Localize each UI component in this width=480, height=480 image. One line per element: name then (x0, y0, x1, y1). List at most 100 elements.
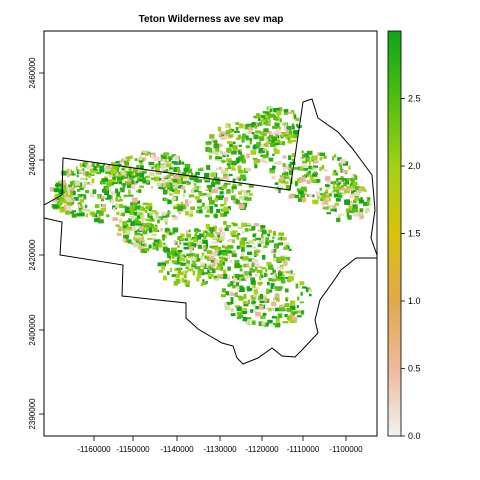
raster-cell (214, 147, 220, 152)
raster-cell (271, 301, 277, 307)
raster-cell (153, 227, 157, 232)
raster-cell (188, 194, 195, 198)
raster-cell (155, 211, 159, 216)
raster-cell (231, 188, 234, 193)
raster-cell (99, 168, 104, 173)
raster-cell (162, 244, 168, 247)
raster-cell (287, 168, 291, 171)
raster-cell (118, 218, 123, 224)
raster-cell (249, 240, 255, 244)
raster-cell (138, 226, 144, 231)
raster-cell (246, 263, 250, 268)
raster-cell (128, 189, 131, 193)
raster-cell (139, 154, 142, 159)
raster-cell (83, 194, 87, 200)
raster-cell (365, 207, 370, 212)
raster-cell (265, 237, 269, 242)
raster-cell (112, 165, 118, 171)
raster-cell (285, 277, 291, 280)
raster-cell (58, 193, 61, 198)
raster-cell (184, 163, 191, 169)
raster-cell (235, 198, 238, 201)
raster-cell (186, 260, 190, 264)
raster-cell (185, 266, 189, 269)
raster-cell (184, 282, 189, 285)
raster-cell (222, 151, 228, 156)
raster-cell (71, 173, 76, 176)
raster-cell (334, 154, 337, 158)
raster-cell (333, 193, 339, 198)
raster-cell (272, 316, 278, 319)
raster-cell (259, 150, 265, 154)
raster-cell (266, 299, 269, 303)
raster-cell (135, 172, 141, 178)
raster-cell (284, 172, 289, 175)
raster-cell (93, 213, 98, 218)
raster-cell (285, 270, 290, 274)
raster-cell (175, 174, 182, 178)
raster-cell (313, 160, 319, 164)
raster-cell (206, 209, 210, 213)
raster-cell (277, 114, 280, 120)
raster-cell (161, 177, 166, 183)
raster-cell (244, 124, 251, 130)
raster-cell (173, 207, 179, 210)
raster-cell (197, 240, 204, 245)
raster-cell (252, 145, 257, 150)
raster-cell (287, 155, 292, 161)
raster-cell (275, 277, 280, 281)
raster-cell (206, 192, 212, 197)
raster-cell (154, 213, 159, 219)
raster-cell (289, 318, 296, 323)
raster-cell (89, 183, 93, 186)
raster-cell (211, 260, 214, 263)
raster-cell (281, 132, 286, 137)
raster-cell (232, 198, 236, 203)
raster-cell (287, 139, 293, 144)
raster-cell (337, 157, 342, 161)
raster-cell (219, 166, 222, 170)
raster-cell (282, 155, 287, 159)
raster-cell (331, 205, 337, 210)
raster-cell (265, 323, 269, 326)
raster-cell (330, 208, 336, 212)
raster-cell (283, 111, 288, 115)
raster-cell (286, 296, 289, 300)
raster-cell (195, 171, 200, 176)
raster-cell (252, 157, 258, 160)
raster-cell (70, 211, 75, 215)
raster-cell (163, 248, 167, 253)
raster-cell (232, 183, 236, 187)
raster-cell (286, 307, 292, 312)
raster-cell (297, 315, 302, 318)
raster-cell (212, 259, 217, 264)
raster-cell (104, 190, 109, 196)
raster-cell (276, 298, 280, 302)
raster-cell (80, 203, 83, 208)
raster-cell (276, 286, 282, 291)
raster-cell (241, 231, 245, 235)
raster-cell (195, 235, 202, 240)
raster-cell (223, 212, 228, 217)
raster-cell (171, 215, 176, 218)
raster-cell (155, 171, 160, 174)
raster-cell (111, 178, 117, 183)
raster-cell (241, 138, 245, 143)
raster-cell (282, 141, 286, 146)
raster-cell (272, 322, 277, 326)
raster-cell (183, 242, 189, 246)
raster-cell (316, 179, 320, 184)
raster-cell (283, 126, 289, 131)
raster-cell (230, 160, 237, 165)
raster-cell (175, 273, 180, 279)
raster-cell (264, 297, 268, 300)
raster-cell (81, 206, 87, 211)
raster-cell (210, 182, 216, 187)
raster-cell (250, 309, 253, 313)
raster-cell (180, 177, 183, 181)
raster-cell (221, 161, 225, 164)
raster-cell (116, 232, 122, 236)
raster-cell (186, 167, 190, 173)
raster-cell (220, 213, 225, 217)
raster-cell (127, 171, 133, 174)
